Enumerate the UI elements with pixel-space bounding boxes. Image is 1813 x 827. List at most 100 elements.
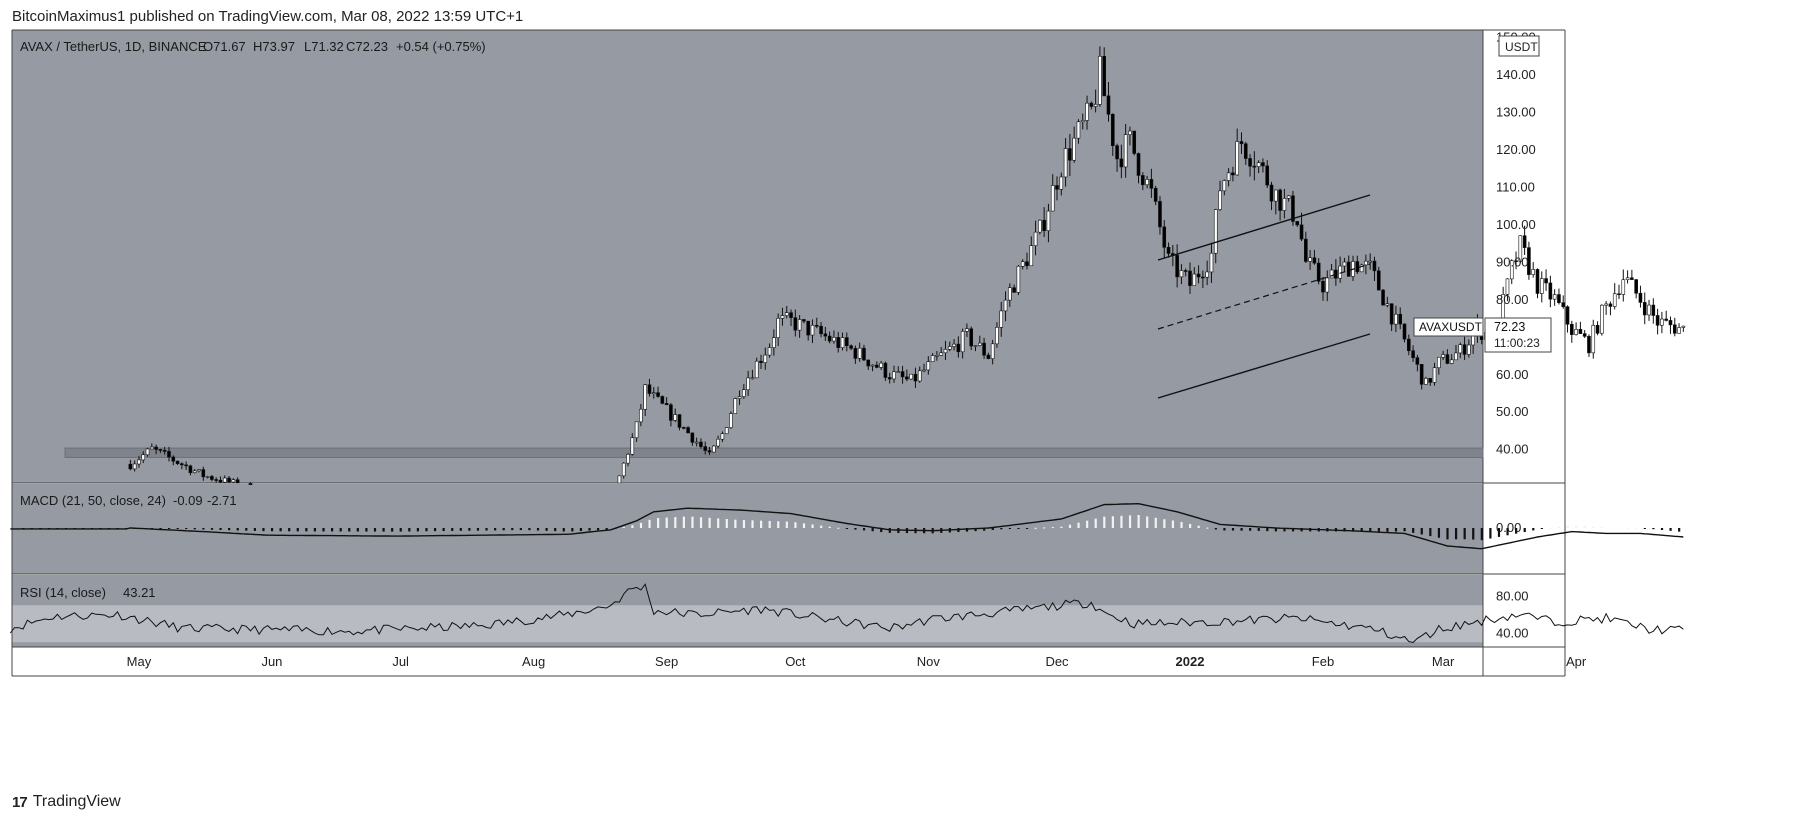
candle <box>1625 277 1630 281</box>
macd-histogram-bar <box>1532 528 1535 531</box>
macd-histogram-bar <box>1609 527 1612 529</box>
macd-histogram-bar <box>1025 528 1029 529</box>
macd-histogram-bar <box>802 523 806 528</box>
candle <box>1415 357 1420 365</box>
macd-histogram-bar <box>1403 528 1406 532</box>
candle <box>1162 226 1167 248</box>
ohlc-value: L71.32 <box>304 39 344 54</box>
macd-histogram-bar <box>1189 523 1192 528</box>
candle <box>1411 350 1415 359</box>
macd-histogram-bar <box>1034 527 1037 529</box>
candle <box>1308 257 1312 262</box>
candle <box>630 437 635 455</box>
candle <box>639 408 643 423</box>
candle <box>1020 261 1025 267</box>
publish-info: BitcoinMaximus1 published on TradingView… <box>12 8 524 25</box>
macd-histogram-bar <box>1446 528 1449 540</box>
macd-histogram-bar <box>1154 517 1157 528</box>
candle <box>184 464 188 467</box>
macd-histogram-bar <box>433 528 437 532</box>
candle <box>1080 120 1085 123</box>
candle <box>651 392 656 394</box>
macd-histogram-bar <box>1197 525 1200 528</box>
macd-histogram-bar <box>579 528 583 532</box>
macd-histogram-bar <box>1266 528 1269 532</box>
macd-histogram-bar <box>210 528 214 530</box>
macd-histogram-bar <box>1600 527 1604 529</box>
macd-histogram-bar <box>1068 524 1072 528</box>
time-tick-label: Oct <box>785 654 806 669</box>
candle <box>1570 323 1574 335</box>
macd-histogram-bar <box>1515 528 1518 534</box>
macd-histogram-bar <box>1214 528 1217 530</box>
macd-histogram-bar <box>176 528 179 529</box>
macd-histogram-bar <box>605 528 608 530</box>
candle <box>1076 121 1081 139</box>
macd-histogram-bar <box>270 528 274 532</box>
macd-histogram-bar <box>1497 528 1501 537</box>
candle <box>1059 176 1064 190</box>
candle <box>1286 195 1291 199</box>
macd-histogram-bar <box>794 522 797 528</box>
ohlc-value: O71.67 <box>203 39 246 54</box>
price-tick-label: 120.00 <box>1496 142 1536 157</box>
candle <box>681 427 686 429</box>
rsi-tick-label: 40.00 <box>1496 626 1529 641</box>
macd-histogram-bar <box>648 519 651 528</box>
channel-mid <box>1157 263 1371 330</box>
candle <box>1269 184 1274 202</box>
macd-histogram-bar <box>639 522 643 528</box>
candle <box>248 483 253 485</box>
candle <box>1441 354 1445 358</box>
candle <box>1252 165 1257 168</box>
candle <box>746 377 750 391</box>
tradingview-logo-icon: 17 <box>12 793 28 811</box>
candle <box>1068 148 1072 161</box>
candle <box>1299 224 1304 240</box>
macd-histogram-bar <box>622 527 625 529</box>
macd-histogram-bar <box>1291 528 1295 532</box>
channel-upper <box>1157 194 1371 261</box>
macd-histogram-bar <box>1480 528 1483 541</box>
tradingview-brand[interactable]: 17 TradingView <box>12 793 121 811</box>
macd-histogram-bar <box>1300 528 1303 532</box>
candle <box>960 331 965 353</box>
candle <box>1033 231 1038 246</box>
macd-histogram-bar <box>965 528 969 532</box>
candle <box>716 438 720 447</box>
candle <box>1505 278 1510 295</box>
candle <box>793 317 798 331</box>
candle <box>742 389 746 397</box>
symbol-tag-label: AVAXUSDT <box>1419 320 1483 334</box>
candle <box>712 445 716 453</box>
support-zone <box>64 447 1484 458</box>
macd-histogram-bar <box>554 528 557 532</box>
macd-histogram-bar <box>1463 528 1466 540</box>
candle <box>1647 304 1651 316</box>
candle <box>1209 252 1214 273</box>
candle <box>1106 95 1111 115</box>
macd-histogram-bar <box>1343 528 1346 532</box>
candle <box>1565 306 1570 325</box>
macd-histogram-bar <box>1506 528 1509 536</box>
candle <box>879 362 883 368</box>
candle <box>1509 260 1514 280</box>
candle <box>990 343 995 359</box>
macd-histogram-bar <box>365 528 368 532</box>
candle <box>1574 328 1578 335</box>
candle <box>1110 114 1115 146</box>
candle <box>686 427 690 434</box>
candle <box>780 315 785 319</box>
candle <box>1093 104 1098 107</box>
candle <box>1158 201 1162 228</box>
price-tick-label: 100.00 <box>1496 217 1536 232</box>
macd-histogram-bar <box>596 528 600 531</box>
chart-svg[interactable]: 150.00140.00130.00120.00110.00100.0090.0… <box>0 0 1813 790</box>
candle <box>913 373 918 382</box>
ohlc-key: O <box>203 39 213 54</box>
macd-histogram-bar <box>408 528 411 532</box>
candle <box>1179 270 1184 278</box>
macd-histogram-bar <box>262 528 265 532</box>
macd-histogram-bar <box>1103 516 1106 528</box>
candle <box>1201 276 1205 279</box>
